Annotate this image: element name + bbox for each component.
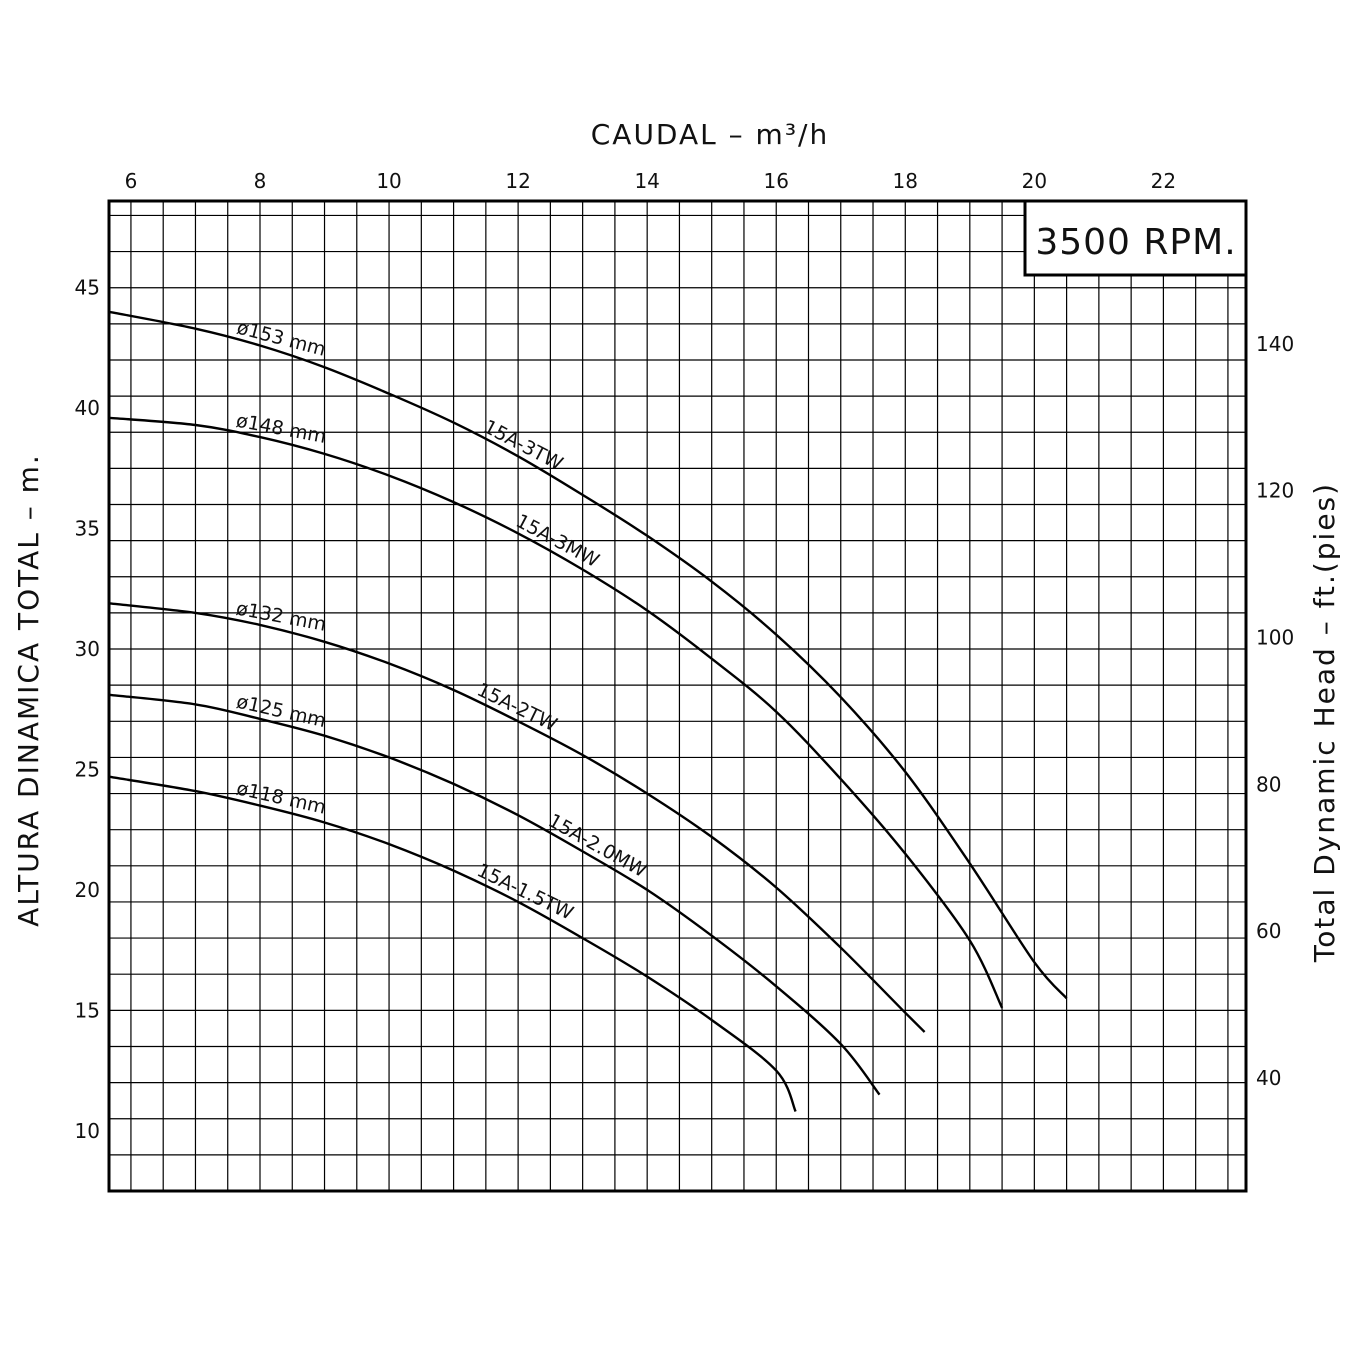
series-line-15a-3tw — [108, 310, 1068, 1000]
y2-tick-label: 80 — [1256, 772, 1281, 796]
series-line-15a-2-0mw — [108, 693, 881, 1096]
rpm-box-frame — [1023, 199, 1248, 277]
y-tick-label: 45 — [75, 276, 100, 300]
y-tick-label: 30 — [75, 637, 100, 661]
tick-labels: 6 8 10 12 14 16 18 20 22 10 15 20 25 30 35 40 45 40 60 80 10… — [75, 169, 1295, 1143]
y-tick-label: 10 — [75, 1119, 100, 1143]
y2-tick-label: 120 — [1256, 479, 1294, 503]
grid — [109, 201, 1246, 1191]
x-tick-label: 16 — [764, 169, 789, 193]
series-line-15a-2tw — [108, 602, 926, 1033]
plot-frame — [107, 199, 1248, 1193]
series-line-15a-3mw — [108, 416, 1004, 1009]
x-axis-title: CAUDAL – m³/h — [591, 118, 830, 151]
curves — [108, 310, 1068, 1113]
y2-tick-label: 140 — [1256, 332, 1294, 356]
y2-axis-title: Total Dynamic Head – ft.(pies) — [1308, 482, 1341, 963]
y-axis-title: ALTURA DINAMICA TOTAL – m. — [12, 453, 45, 927]
y-tick-label: 15 — [75, 998, 100, 1022]
x-tick-label: 14 — [634, 169, 659, 193]
rpm-label: 3500 RPM. — [1035, 222, 1236, 263]
series-line-15a-1-5tw — [108, 775, 797, 1113]
x-tick-label: 6 — [125, 169, 138, 193]
y-tick-label: 25 — [75, 757, 100, 781]
rpm-box: 3500 RPM. — [1023, 199, 1248, 277]
y2-tick-label: 40 — [1256, 1066, 1281, 1090]
y2-tick-label: 60 — [1256, 919, 1281, 943]
x-tick-label: 8 — [254, 169, 267, 193]
x-tick-label: 18 — [893, 169, 918, 193]
x-tick-label: 22 — [1151, 169, 1176, 193]
y-tick-label: 40 — [75, 396, 100, 420]
y-tick-label: 35 — [75, 517, 100, 541]
y-tick-label: 20 — [75, 878, 100, 902]
y2-tick-label: 100 — [1256, 625, 1294, 649]
x-tick-label: 20 — [1022, 169, 1047, 193]
x-tick-label: 12 — [505, 169, 530, 193]
x-tick-label: 10 — [376, 169, 401, 193]
